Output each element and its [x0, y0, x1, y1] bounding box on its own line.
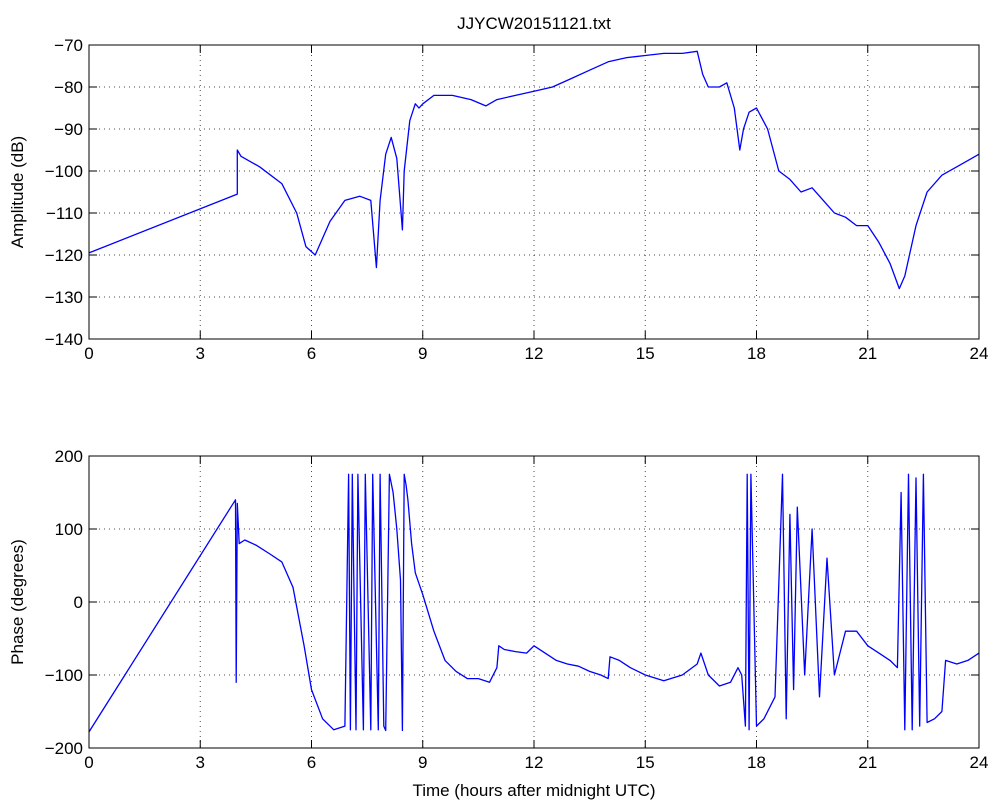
phase-y-tick-label: −200: [45, 739, 83, 758]
amplitude-x-tick-label: 0: [84, 344, 93, 363]
phase-series-line: [88, 473, 980, 733]
amplitude-y-axis-label: Amplitude (dB): [8, 136, 27, 248]
amplitude-plot: JJYCW20151121.txt 0 3 6 9 12 15 18 21 24 −140 −130…: [8, 14, 988, 363]
amplitude-x-tick-label: 3: [196, 344, 205, 363]
phase-y-tick-label: 200: [55, 447, 83, 466]
phase-y-tick-label: −100: [45, 666, 83, 685]
phase-y-tick-label: 100: [55, 520, 83, 539]
amplitude-y-tick-label: −130: [45, 288, 83, 307]
x-axis-label: Time (hours after midnight UTC): [412, 781, 655, 800]
amplitude-ticks: 0 3 6 9 12 15 18 21 24 −140 −130 −120 −110 −100 −90 −80…: [45, 36, 989, 363]
phase-x-tick-label: 12: [525, 753, 544, 772]
phase-plot: 0 3 6 9 12 15 18 21 24 −200 −100 0 100 200 Phase (deg…: [8, 447, 988, 800]
amplitude-series-line: [88, 50, 980, 290]
phase-x-tick-label: 18: [747, 753, 766, 772]
amplitude-y-tick-label: −70: [54, 36, 83, 55]
phase-x-tick-label: 15: [636, 753, 655, 772]
amplitude-x-tick-label: 24: [970, 344, 989, 363]
phase-x-tick-label: 21: [858, 753, 877, 772]
amplitude-series: [88, 50, 980, 290]
amplitude-y-tick-label: −100: [45, 162, 83, 181]
phase-ticks: 0 3 6 9 12 15 18 21 24 −200 −100 0 100 200: [45, 447, 989, 772]
amplitude-x-tick-label: 21: [858, 344, 877, 363]
phase-x-tick-label: 3: [196, 753, 205, 772]
phase-x-tick-label: 0: [84, 753, 93, 772]
amplitude-x-tick-label: 9: [418, 344, 427, 363]
phase-x-tick-label: 6: [307, 753, 316, 772]
phase-y-axis-label: Phase (degrees): [8, 539, 27, 665]
phase-x-tick-label: 9: [418, 753, 427, 772]
amplitude-y-tick-label: −80: [54, 78, 83, 97]
phase-gridlines: [89, 456, 979, 748]
amplitude-y-tick-label: −90: [54, 120, 83, 139]
amplitude-x-tick-label: 12: [525, 344, 544, 363]
amplitude-gridlines: [89, 45, 979, 339]
amplitude-y-tick-label: −110: [46, 204, 83, 223]
amplitude-x-tick-label: 18: [747, 344, 766, 363]
plot-title: JJYCW20151121.txt: [457, 14, 611, 33]
amplitude-x-tick-label: 6: [307, 344, 316, 363]
phase-series: [88, 473, 980, 733]
amplitude-y-tick-label: −140: [45, 330, 83, 349]
phase-y-tick-label: 0: [74, 593, 83, 612]
phase-x-tick-label: 24: [970, 753, 989, 772]
amplitude-y-tick-label: −120: [45, 246, 83, 265]
amplitude-x-tick-label: 15: [636, 344, 655, 363]
